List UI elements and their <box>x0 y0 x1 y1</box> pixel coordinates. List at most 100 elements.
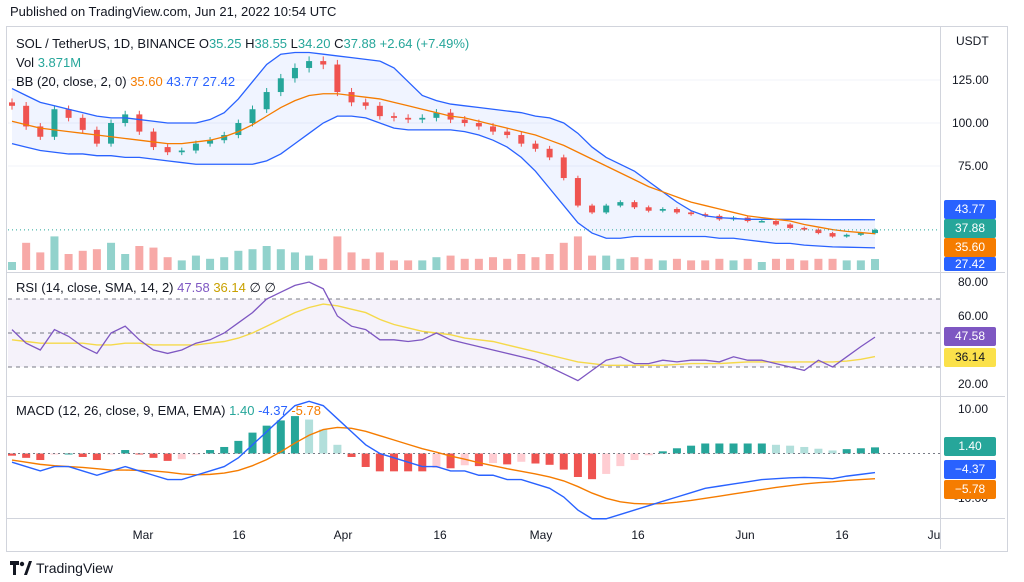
open-value: 35.25 <box>208 36 242 51</box>
volume-bar <box>503 258 512 270</box>
candle-body <box>843 234 850 237</box>
volume-bar <box>701 260 710 270</box>
macd-hist-bar <box>489 453 498 464</box>
price-scale-separator <box>940 27 941 549</box>
volume-bar <box>22 242 31 270</box>
volume-bar <box>672 258 681 270</box>
macd-hist-bar <box>361 453 370 467</box>
volume-bar <box>856 260 865 270</box>
rsi-tick: 60.00 <box>958 309 989 323</box>
bb-lower-badge: 27.42 <box>944 257 996 271</box>
x-tick: 16 <box>835 528 849 542</box>
volume-bar <box>107 242 116 270</box>
volume-bar <box>842 260 851 270</box>
close-label: C <box>334 36 344 51</box>
candle-body <box>51 109 58 137</box>
volume-bar <box>389 260 398 270</box>
volume-label[interactable]: Vol <box>16 55 35 70</box>
candle-body <box>136 114 143 132</box>
macd-hist-bar <box>191 453 200 455</box>
macd-hist-bar <box>828 450 837 454</box>
candle-body <box>108 123 115 144</box>
candle-body <box>645 207 652 211</box>
macd-hist-bar <box>658 451 667 454</box>
macd-tick: 10.00 <box>958 402 989 416</box>
candle-body <box>192 143 199 151</box>
macd-hist-value: 1.40 <box>229 403 255 418</box>
bb-label[interactable]: BB (20, close, 2, 0) <box>16 74 127 89</box>
macd-hist-bar <box>22 453 31 458</box>
candle-body <box>263 92 270 110</box>
volume-bar <box>8 262 16 270</box>
volume-bar <box>191 255 200 270</box>
pane-separator[interactable] <box>7 396 1005 397</box>
candle-body <box>631 202 638 208</box>
change-value: +2.64 (+7.49%) <box>379 36 470 51</box>
macd-hist-bar <box>78 453 87 457</box>
rsi-value: 47.58 <box>177 280 210 295</box>
footer-brand-text: TradingView <box>36 560 114 576</box>
macd-hist-bar <box>545 453 554 465</box>
pane-separator[interactable] <box>7 272 1005 273</box>
low-label: L <box>290 36 298 51</box>
macd-label[interactable]: MACD (12, 26, close, 9, EMA, EMA) <box>16 403 226 418</box>
rsi-sma-line <box>11 303 876 366</box>
macd-hist-bar <box>573 453 582 477</box>
volume-bar <box>78 250 87 270</box>
macd-line-value: -4.37 <box>258 403 288 418</box>
candle-body <box>688 212 695 215</box>
candle-body <box>475 123 482 127</box>
bb-upper-line <box>11 51 876 221</box>
macd-hist-bar <box>248 432 257 454</box>
rsi-tick: 20.00 <box>958 377 989 391</box>
candle-body <box>490 126 497 132</box>
candle-body <box>702 214 709 216</box>
macd-hist-bar <box>206 450 215 454</box>
volume-bar <box>743 258 752 270</box>
bb-lower-value: 27.42 <box>202 74 236 89</box>
candle-body <box>659 209 666 211</box>
volume-bar <box>517 254 526 270</box>
macd-hist-bar <box>149 453 158 458</box>
volume-bar <box>319 258 328 270</box>
x-tick: 16 <box>433 528 447 542</box>
volume-bar <box>871 258 879 270</box>
rsi-label[interactable]: RSI (14, close, SMA, 14, 2) <box>16 280 174 295</box>
volume-bar <box>630 257 639 270</box>
candle-body <box>673 209 680 213</box>
volume-value: 3.871M <box>37 55 82 70</box>
volume-bar <box>771 258 780 270</box>
volume-bar <box>206 258 215 270</box>
macd-line-badge: −4.37 <box>944 460 996 479</box>
bb-upper-value: 43.77 <box>166 74 199 89</box>
volume-bar <box>333 236 342 270</box>
volume-bar <box>800 260 809 270</box>
macd-hist-bar <box>36 453 45 461</box>
macd-hist-bar <box>602 453 611 474</box>
candle-body <box>829 233 836 237</box>
macd-hist-bar <box>729 443 738 454</box>
high-value: 38.55 <box>254 36 288 51</box>
volume-bar <box>489 257 498 270</box>
candle-body <box>419 117 426 120</box>
low-value: 34.20 <box>297 36 331 51</box>
macd-hist-bar <box>771 444 780 454</box>
candle-body <box>872 229 878 234</box>
macd-hist-bar <box>234 440 243 454</box>
rsi-tick: 80.00 <box>958 275 989 289</box>
bb-mid-value: 35.60 <box>130 74 163 89</box>
symbol-legend: SOL / TetherUS, 1D, BINANCE O35.25 H38.5… <box>16 36 469 51</box>
macd-line <box>11 400 876 520</box>
open-label: O <box>198 36 209 51</box>
candle-body <box>207 140 214 144</box>
x-tick: Ju <box>927 528 941 542</box>
rsi-sma-badge: 36.14 <box>944 348 996 367</box>
volume-bar <box>715 258 724 270</box>
volume-bar <box>474 258 483 270</box>
macd-hist-bar <box>389 453 398 472</box>
footer-brand[interactable]: TradingView <box>10 560 113 576</box>
candle-body <box>433 112 440 118</box>
volume-bar <box>375 252 384 270</box>
symbol-title[interactable]: SOL / TetherUS, 1D, BINANCE <box>16 36 196 51</box>
